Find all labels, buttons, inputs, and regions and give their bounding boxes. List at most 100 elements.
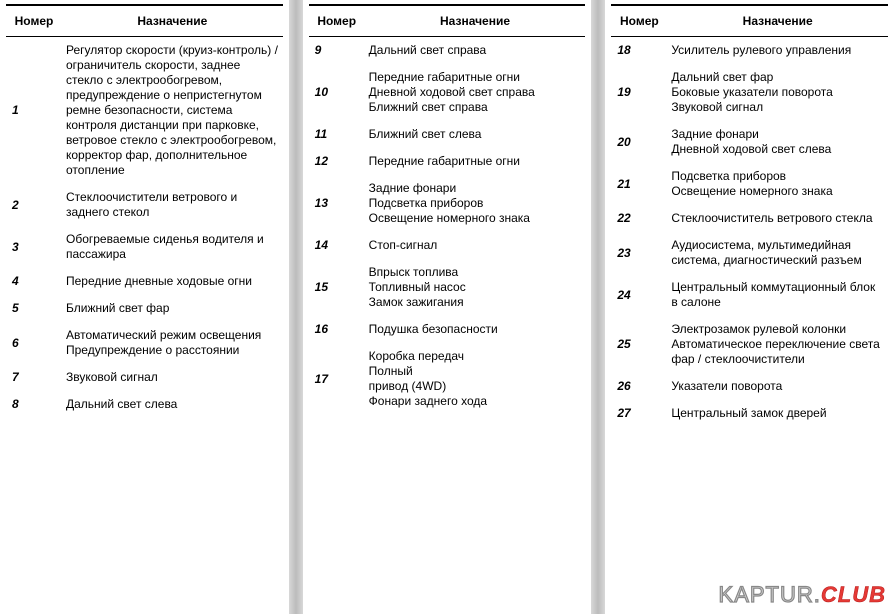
header-number: Номер (6, 5, 62, 37)
row-number: 9 (309, 37, 365, 64)
table-row: 27Центральный замок дверей (611, 400, 888, 427)
table-row: 12Передние габаритные огни (309, 148, 586, 175)
row-number: 12 (309, 148, 365, 175)
table-body-2: 9Дальний свет справа10Передние габаритны… (309, 37, 586, 416)
table-row: 6Автоматический режим освещенияПредупреж… (6, 322, 283, 364)
row-number: 3 (6, 226, 62, 268)
row-number: 23 (611, 232, 667, 274)
column-gutter (289, 0, 303, 614)
row-description: Автоматический режим освещенияПредупрежд… (62, 322, 283, 364)
table-row: 19Дальний свет фарБоковые указатели пово… (611, 64, 888, 121)
table-row: 26Указатели поворота (611, 373, 888, 400)
row-number: 1 (6, 37, 62, 184)
row-description: Передние дневные ходовые огни (62, 268, 283, 295)
column-3: Номер Назначение 18Усилитель рулевого уп… (605, 0, 894, 614)
table-row: 14Стоп-сигнал (309, 232, 586, 259)
header-number: Номер (309, 5, 365, 37)
row-number: 17 (309, 343, 365, 415)
table-row: 8Дальний свет слева (6, 391, 283, 418)
header-number: Номер (611, 5, 667, 37)
row-number: 11 (309, 121, 365, 148)
fuse-table-2: Номер Назначение 9Дальний свет справа10П… (309, 4, 586, 415)
table-row: 11Ближний свет слева (309, 121, 586, 148)
row-number: 24 (611, 274, 667, 316)
table-row: 21Подсветка приборовОсвещение номерного … (611, 163, 888, 205)
table-row: 24Центральный коммутационный блок в сало… (611, 274, 888, 316)
row-number: 19 (611, 64, 667, 121)
table-row: 1Регулятор скорости (круиз-контроль) / о… (6, 37, 283, 184)
table-row: 10Передние габаритные огниДневной ходово… (309, 64, 586, 121)
table-row: 5Ближний свет фар (6, 295, 283, 322)
row-description: Передние габаритные огниДневной ходовой … (365, 64, 586, 121)
row-description: Дальний свет слева (62, 391, 283, 418)
fuse-table-1: Номер Назначение 1Регулятор скорости (кр… (6, 4, 283, 418)
row-number: 22 (611, 205, 667, 232)
table-row: 16Подушка безопасности (309, 316, 586, 343)
row-description: Ближний свет фар (62, 295, 283, 322)
table-body-3: 18Усилитель рулевого управления19Дальний… (611, 37, 888, 428)
row-description: Дальний свет фарБоковые указатели поворо… (667, 64, 888, 121)
row-description: Передние габаритные огни (365, 148, 586, 175)
page: Номер Назначение 1Регулятор скорости (кр… (0, 0, 894, 614)
row-number: 2 (6, 184, 62, 226)
table-row: 25Электрозамок рулевой колонкиАвтоматиче… (611, 316, 888, 373)
table-row: 23Аудиосистема, мультимедийная система, … (611, 232, 888, 274)
fuse-table-3: Номер Назначение 18Усилитель рулевого уп… (611, 4, 888, 427)
row-description: Коробка передачПолныйпривод (4WD)Фонари … (365, 343, 586, 415)
row-number: 27 (611, 400, 667, 427)
header-description: Назначение (365, 5, 586, 37)
row-description: Указатели поворота (667, 373, 888, 400)
row-description: Обогреваемые сиденья водителя и пассажир… (62, 226, 283, 268)
table-body-1: 1Регулятор скорости (круиз-контроль) / о… (6, 37, 283, 419)
header-description: Назначение (62, 5, 283, 37)
table-row: 17Коробка передачПолныйпривод (4WD)Фонар… (309, 343, 586, 415)
row-description: Звуковой сигнал (62, 364, 283, 391)
watermark: KAPTUR.CLUB (719, 582, 886, 608)
row-number: 13 (309, 175, 365, 232)
row-description: Стеклоочиститель ветрового стекла (667, 205, 888, 232)
watermark-dot: . (814, 582, 821, 607)
table-row: 13Задние фонариПодсветка приборовОсвещен… (309, 175, 586, 232)
watermark-part1: KAPTUR (719, 582, 814, 607)
row-description: Впрыск топливаТопливный насосЗамок зажиг… (365, 259, 586, 316)
row-number: 18 (611, 37, 667, 64)
row-number: 16 (309, 316, 365, 343)
row-description: Ближний свет слева (365, 121, 586, 148)
row-number: 15 (309, 259, 365, 316)
row-number: 26 (611, 373, 667, 400)
row-description: Подсветка приборовОсвещение номерного зн… (667, 163, 888, 205)
table-row: 18Усилитель рулевого управления (611, 37, 888, 64)
table-row: 22Стеклоочиститель ветрового стекла (611, 205, 888, 232)
row-description: Центральный коммутационный блок в салоне (667, 274, 888, 316)
watermark-part2: CLUB (821, 582, 886, 607)
row-number: 10 (309, 64, 365, 121)
row-description: Задние фонариДневной ходовой свет слева (667, 121, 888, 163)
column-2: Номер Назначение 9Дальний свет справа10П… (303, 0, 592, 614)
table-row: 20Задние фонариДневной ходовой свет слев… (611, 121, 888, 163)
row-number: 21 (611, 163, 667, 205)
row-description: Дальний свет справа (365, 37, 586, 64)
row-description: Стеклоочистители ветрового и заднего сте… (62, 184, 283, 226)
row-number: 20 (611, 121, 667, 163)
table-row: 15Впрыск топливаТопливный насосЗамок заж… (309, 259, 586, 316)
row-description: Подушка безопасности (365, 316, 586, 343)
row-description: Электрозамок рулевой колонкиАвтоматическ… (667, 316, 888, 373)
row-description: Усилитель рулевого управления (667, 37, 888, 64)
column-gutter (591, 0, 605, 614)
row-number: 5 (6, 295, 62, 322)
row-description: Аудиосистема, мультимедийная система, ди… (667, 232, 888, 274)
table-row: 9Дальний свет справа (309, 37, 586, 64)
row-description: Регулятор скорости (круиз-контроль) / ог… (62, 37, 283, 184)
column-1: Номер Назначение 1Регулятор скорости (кр… (0, 0, 289, 614)
row-description: Стоп-сигнал (365, 232, 586, 259)
table-row: 3Обогреваемые сиденья водителя и пассажи… (6, 226, 283, 268)
row-description: Задние фонариПодсветка приборовОсвещение… (365, 175, 586, 232)
row-number: 25 (611, 316, 667, 373)
row-number: 4 (6, 268, 62, 295)
table-row: 2Стеклоочистители ветрового и заднего ст… (6, 184, 283, 226)
table-row: 7Звуковой сигнал (6, 364, 283, 391)
row-number: 14 (309, 232, 365, 259)
row-number: 8 (6, 391, 62, 418)
row-number: 7 (6, 364, 62, 391)
row-number: 6 (6, 322, 62, 364)
